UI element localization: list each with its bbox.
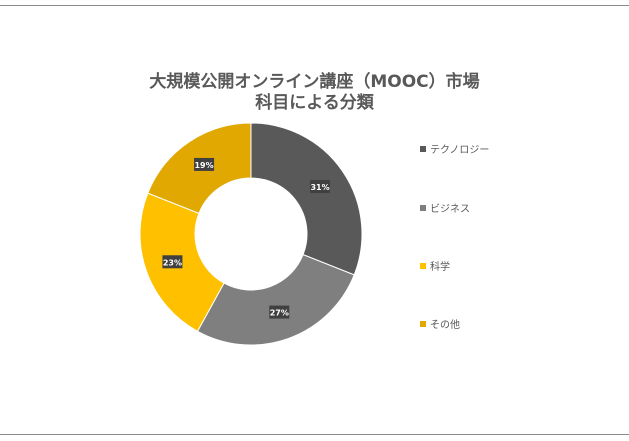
legend-label-0: テクノロジー xyxy=(430,145,490,156)
legend-label-2: 科学 xyxy=(430,262,450,273)
legend-item-1: ビジネス xyxy=(420,200,470,215)
legend-swatch-2 xyxy=(420,262,426,269)
data-label-3: 19% xyxy=(194,157,215,171)
chart-subtitle: 科目による分類 xyxy=(255,93,374,113)
data-label-text-2: 23% xyxy=(163,258,182,267)
chart-legend: テクノロジー ビジネス科学その他 xyxy=(420,0,620,441)
data-label-box-1 xyxy=(269,305,290,319)
data-label-0: 31% xyxy=(310,180,331,194)
legend-item-3: その他 xyxy=(420,316,460,331)
data-label-box-0 xyxy=(310,180,331,194)
data-label-text-0: 31% xyxy=(310,183,329,192)
legend-swatch-3 xyxy=(420,320,426,327)
chart-title-block: 大規模公開オンライン講座（MOOC）市場 科目による分類 xyxy=(0,72,629,114)
legend-swatch-0 xyxy=(420,145,426,152)
data-label-text-3: 19% xyxy=(194,161,213,170)
legend-label-3: その他 xyxy=(430,320,460,331)
donut-slice-0 xyxy=(250,122,363,276)
chart-frame-top-border xyxy=(0,5,629,6)
data-label-box-2 xyxy=(162,255,183,269)
chart-title: 大規模公開オンライン講座（MOOC）市場 xyxy=(149,72,480,92)
legend-swatch-1 xyxy=(420,204,426,211)
data-label-2: 23% xyxy=(162,255,183,269)
chart-frame-bottom-border xyxy=(0,434,629,435)
legend-item-0: テクノロジー xyxy=(420,141,489,156)
legend-label-1: ビジネス xyxy=(430,204,470,215)
legend-item-2: 科学 xyxy=(420,258,450,273)
data-label-box-3 xyxy=(194,157,215,171)
data-label-1: 27% xyxy=(269,305,290,319)
donut-slice-1 xyxy=(196,253,355,346)
data-label-text-1: 27% xyxy=(270,309,289,318)
